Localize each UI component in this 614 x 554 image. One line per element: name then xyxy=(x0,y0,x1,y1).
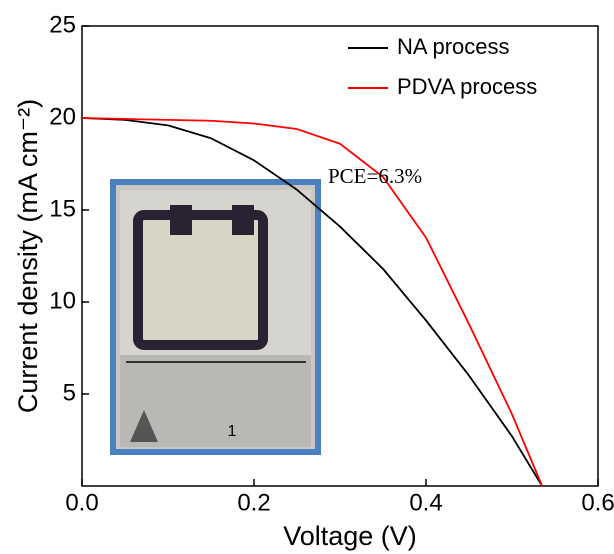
series-line xyxy=(81,117,543,487)
annotation: PCE=6.3% xyxy=(328,164,422,188)
inset-photo: 1 xyxy=(110,179,321,455)
y-tick-label: 20 xyxy=(49,103,76,130)
x-axis-label: Voltage (V) xyxy=(283,521,417,551)
x-tick-label: 0.6 xyxy=(581,489,614,516)
x-tick-label: 0.0 xyxy=(65,489,98,516)
y-tick-label: 5 xyxy=(63,379,76,406)
y-axis-label: Current density (mA cm⁻²) xyxy=(13,99,43,413)
y-tick-label: 25 xyxy=(49,11,76,38)
x-tick-label: 0.4 xyxy=(409,489,442,516)
svg-text:1: 1 xyxy=(228,423,237,440)
series-line xyxy=(81,117,543,487)
x-tick-label: 0.2 xyxy=(237,489,270,516)
y-tick-label: 15 xyxy=(49,195,76,222)
legend-label: NA process xyxy=(397,34,510,59)
legend-label: PDVA process xyxy=(397,74,537,99)
plot-frame xyxy=(81,25,599,487)
y-tick-label: 10 xyxy=(49,287,76,314)
